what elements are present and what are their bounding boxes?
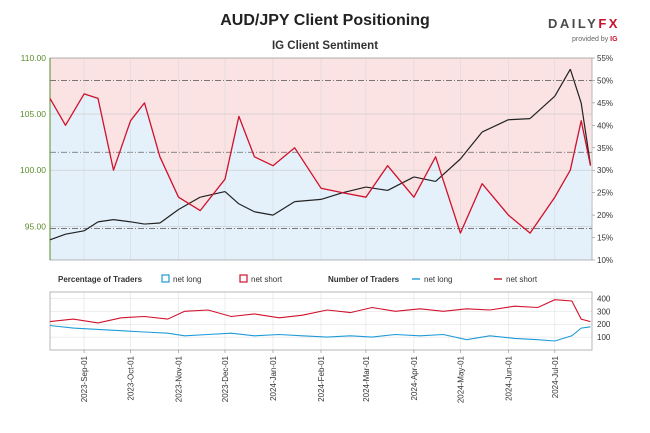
x-tick-label: 2023-Oct-01 <box>127 355 136 400</box>
price-segment <box>159 209 179 224</box>
net-short-count-line <box>49 299 591 324</box>
price-segment <box>272 201 295 216</box>
x-tick-label: 2024-May-01 <box>456 355 465 403</box>
pct-tick-label: 35% <box>597 144 613 153</box>
pct-tick-label: 25% <box>597 189 613 198</box>
price-segment <box>97 219 114 223</box>
price-segment <box>508 118 531 121</box>
pct-tick-label: 50% <box>597 76 613 85</box>
price-tick-label: 100.00 <box>20 165 46 175</box>
dailyfx-logo: DAILYFX provided by IG <box>548 16 628 46</box>
price-segment <box>459 131 483 160</box>
pct-tick-label: 20% <box>597 211 613 220</box>
logo-provider: provided by IG <box>572 36 618 43</box>
legend-pct-title: Percentage of Traders <box>58 275 143 284</box>
x-tick-label: 2024-Jan-01 <box>269 355 278 400</box>
price-segment <box>224 191 240 205</box>
chart-subtitle: IG Client Sentiment <box>271 40 379 52</box>
price-segment <box>49 233 66 241</box>
price-segment <box>254 211 274 216</box>
x-tick-label: 2023-Nov-01 <box>175 355 184 402</box>
price-segment <box>130 221 145 225</box>
legend-pct-long-swatch <box>161 274 170 283</box>
x-tick-label: 2024-Apr-01 <box>410 355 419 400</box>
price-segment <box>144 222 160 225</box>
pct-tick-label: 30% <box>597 166 613 175</box>
x-tick-label: 2024-Jul-01 <box>551 355 560 398</box>
price-segment <box>238 203 255 213</box>
price-segment <box>113 219 131 223</box>
count-tick-label: 200 <box>597 320 611 329</box>
price-segment <box>413 176 436 183</box>
logo-wordmark: DAILYFX <box>548 16 620 31</box>
price-segment <box>435 158 461 182</box>
x-tick-label: 2024-Jun-01 <box>504 355 513 400</box>
x-tick-label: 2023-Dec-01 <box>221 355 230 402</box>
price-segment <box>294 198 322 203</box>
price-segment <box>529 95 556 120</box>
price-segment <box>580 102 592 165</box>
price-segment <box>83 221 99 232</box>
count-tick-label: 300 <box>597 307 611 316</box>
legend-pct-short-swatch <box>239 274 248 283</box>
pct-tick-label: 15% <box>597 234 613 243</box>
legend-pct-short-label: net short <box>251 275 283 284</box>
x-tick-label: 2023-Sep-01 <box>80 355 89 402</box>
price-segment <box>554 68 571 97</box>
price-segment <box>65 230 85 235</box>
legend-num-title: Number of Traders <box>328 275 400 284</box>
chart-title: AUD/JPY Client Positioning <box>220 12 430 29</box>
price-segment <box>342 186 367 194</box>
count-tick-label: 400 <box>597 294 611 303</box>
pct-tick-label: 40% <box>597 121 613 130</box>
legend-pct-long-label: net long <box>173 275 201 284</box>
price-tick-label: 110.00 <box>21 53 47 63</box>
x-tick-label: 2024-Mar-01 <box>362 355 371 401</box>
price-segment <box>569 69 582 104</box>
price-segment <box>365 186 388 192</box>
legend-num-long-label: net long <box>424 275 452 284</box>
count-tick-label: 100 <box>597 333 611 342</box>
price-tick-label: 95.00 <box>25 221 47 231</box>
net-long-count-line <box>49 324 591 342</box>
price-tick-label: 105.00 <box>20 109 46 119</box>
legend-num-short-label: net short <box>506 275 538 284</box>
x-tick-label: 2024-Feb-01 <box>317 355 326 401</box>
net-short-pct-line <box>49 93 592 234</box>
pct-tick-label: 45% <box>597 99 613 108</box>
price-segment <box>387 176 415 191</box>
pct-tick-label: 10% <box>597 256 613 265</box>
price-segment <box>481 119 509 133</box>
price-segment <box>320 192 343 200</box>
long-zone-fill <box>50 93 592 261</box>
pct-tick-label: 55% <box>597 54 613 63</box>
